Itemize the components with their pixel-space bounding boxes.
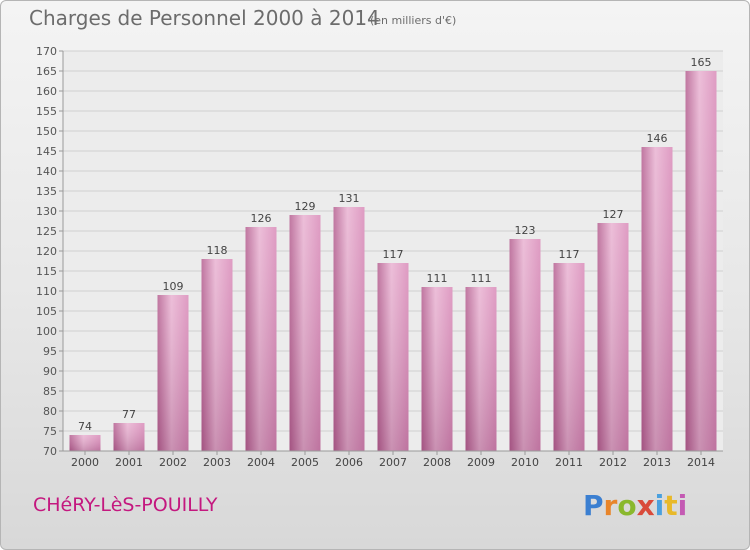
y-tick-label: 150: [36, 125, 57, 138]
bar-shade-2014: [685, 71, 717, 451]
x-tick-label: 2001: [115, 456, 143, 469]
x-tick-label: 2010: [511, 456, 539, 469]
bar-shade-2001: [113, 423, 145, 451]
data-label: 165: [691, 56, 712, 69]
x-tick-label: 2013: [643, 456, 671, 469]
data-label: 111: [471, 272, 492, 285]
bar-shade-2003: [201, 259, 233, 451]
logo-letter: P: [583, 489, 604, 522]
x-tick-label: 2004: [247, 456, 275, 469]
x-tick-label: 2011: [555, 456, 583, 469]
y-tick-label: 130: [36, 205, 57, 218]
bar-shade-2009: [465, 287, 497, 451]
x-tick-label: 2007: [379, 456, 407, 469]
y-tick-label: 145: [36, 145, 57, 158]
chart-subtitle: (en milliers d'€): [370, 14, 457, 27]
chart-title: Charges de Personnel 2000 à 2014: [29, 6, 380, 30]
x-tick-label: 2006: [335, 456, 363, 469]
y-tick-label: 95: [43, 345, 57, 358]
data-label: 74: [78, 420, 92, 433]
x-axis: 2000 2001 2002 2003 2004 2005 2006 2007 2008 2009…: [63, 450, 723, 469]
y-tick-label: 170: [36, 45, 57, 58]
y-tick-label: 110: [36, 285, 57, 298]
y-tick-label: 80: [43, 405, 57, 418]
y-tick-label: 85: [43, 385, 57, 398]
data-label: 129: [295, 200, 316, 213]
data-label: 126: [251, 212, 272, 225]
y-tick-label: 160: [36, 85, 57, 98]
data-label: 118: [207, 244, 228, 257]
data-label: 77: [122, 408, 136, 421]
logo-letter: x: [636, 489, 655, 522]
data-labels: 74 77 109 118 126 129 131 117 111 111 123 117 127 146…: [78, 56, 712, 433]
data-label: 117: [559, 248, 580, 261]
bars: [69, 71, 717, 451]
y-tick-label: 155: [36, 105, 57, 118]
y-tick-label: 105: [36, 305, 57, 318]
y-tick-label: 115: [36, 265, 57, 278]
data-label: 111: [427, 272, 448, 285]
x-tick-label: 2008: [423, 456, 451, 469]
commune-name: CHéRY-LèS-POUILLY: [33, 494, 218, 516]
x-tick-label: 2002: [159, 456, 187, 469]
bar-shade-2007: [377, 263, 409, 451]
bar-shade-2006: [333, 207, 365, 451]
bar-shade-2011: [553, 263, 585, 451]
y-tick-label: 70: [43, 445, 57, 458]
y-tick-label: 75: [43, 425, 57, 438]
x-tick-label: 2014: [687, 456, 715, 469]
data-label: 123: [515, 224, 536, 237]
bar-shade-2002: [157, 295, 189, 451]
logo-letter: t: [664, 489, 678, 522]
data-label: 131: [339, 192, 360, 205]
logo-letter: o: [617, 489, 637, 522]
y-tick-label: 90: [43, 365, 57, 378]
proxiti-logo: Proxiti: [583, 489, 687, 522]
y-tick-label: 165: [36, 65, 57, 78]
y-tick-label: 135: [36, 185, 57, 198]
x-tick-label: 2000: [71, 456, 99, 469]
bar-shade-2008: [421, 287, 453, 451]
x-tick-label: 2012: [599, 456, 627, 469]
x-tick-label: 2003: [203, 456, 231, 469]
y-tick-label: 140: [36, 165, 57, 178]
x-tick-label: 2009: [467, 456, 495, 469]
y-axis: 70 75 80 85 90 95 100 105 110 115 120 125 130 135 140 1…: [36, 45, 64, 458]
x-tick-label: 2005: [291, 456, 319, 469]
bar-shade-2000: [69, 435, 101, 451]
y-tick-label: 125: [36, 225, 57, 238]
data-label: 109: [163, 280, 184, 293]
logo-letter: i: [677, 489, 688, 522]
bar-shade-2010: [509, 239, 541, 451]
data-label: 146: [647, 132, 668, 145]
logo-letter: i: [654, 489, 665, 522]
bar-shade-2005: [289, 215, 321, 451]
data-label: 127: [603, 208, 624, 221]
bar-shade-2004: [245, 227, 277, 451]
y-tick-label: 120: [36, 245, 57, 258]
bar-shade-2012: [597, 223, 629, 451]
data-label: 117: [383, 248, 404, 261]
logo-letter: r: [603, 489, 618, 522]
y-tick-label: 100: [36, 325, 57, 338]
bar-shade-2013: [641, 147, 673, 451]
